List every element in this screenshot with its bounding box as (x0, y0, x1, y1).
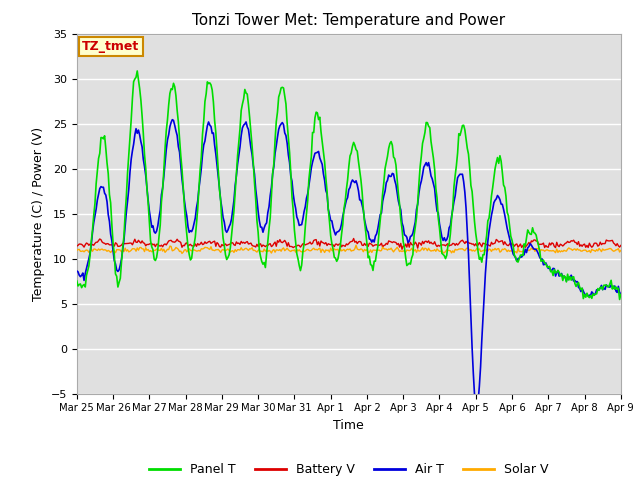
Legend: Panel T, Battery V, Air T, Solar V: Panel T, Battery V, Air T, Solar V (144, 458, 554, 480)
Y-axis label: Temperature (C) / Power (V): Temperature (C) / Power (V) (32, 127, 45, 300)
Title: Tonzi Tower Met: Temperature and Power: Tonzi Tower Met: Temperature and Power (192, 13, 506, 28)
X-axis label: Time: Time (333, 419, 364, 432)
Text: TZ_tmet: TZ_tmet (82, 40, 140, 53)
